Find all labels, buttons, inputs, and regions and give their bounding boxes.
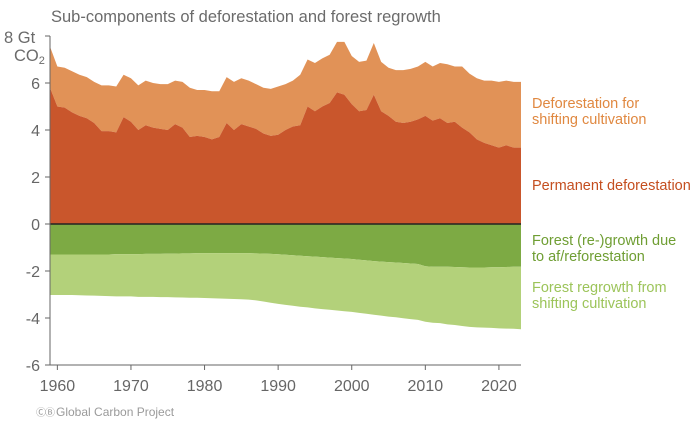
series-label-permanent-deforestation: Permanent deforestation <box>532 178 691 194</box>
series-label-afforestation-regrowth: Forest (re-)growth due to af/reforestatio… <box>532 233 676 265</box>
series-label-shifting-deforestation: Deforestation for shifting cultivation <box>532 96 646 128</box>
series-label-line: Deforestation for <box>532 96 640 112</box>
x-tick-label: 1980 <box>187 378 223 395</box>
y-unit-text: Gt <box>17 29 36 47</box>
series-label-shifting-regrowth: Forest regrowth from shifting cultivation <box>532 280 667 312</box>
y-tick-label: -2 <box>26 264 40 281</box>
cc-by-icon: ⒸⒷ <box>36 408 55 419</box>
series-label-line: Forest (re-)growth due <box>532 233 677 249</box>
co2-subscript: 2 <box>38 55 45 67</box>
y-axis-unit-label: 8 Gt <box>4 30 35 47</box>
x-tick-label: 1990 <box>260 378 296 395</box>
y-tick-label: 2 <box>31 170 40 187</box>
chart-title: Sub-components of deforestation and fore… <box>51 8 441 26</box>
area-forest-regrowth-shifting-cultivation <box>50 253 521 330</box>
x-tick-label: 1960 <box>40 378 76 395</box>
area-forest-regrowth-afforestation <box>50 224 521 268</box>
y-tick-label: 6 <box>31 76 40 93</box>
y-tick-label: -4 <box>26 311 40 328</box>
y-axis-co2-label: CO2 <box>14 48 45 67</box>
x-tick-label: 1970 <box>113 378 149 395</box>
y-tick-label: 0 <box>31 217 40 234</box>
series-label-line: shifting cultivation <box>532 112 647 128</box>
series-label-line: to af/reforestation <box>532 249 645 265</box>
y-top-tick-label: 8 <box>4 29 14 47</box>
co2-text: CO <box>14 47 39 65</box>
series-label-line: shifting cultivation <box>532 296 647 312</box>
y-tick-label: -6 <box>26 358 40 375</box>
area-permanent-deforestation <box>50 87 521 224</box>
credit-text: Global Carbon Project <box>56 405 175 419</box>
series-label-line: Forest regrowth from <box>532 280 667 296</box>
x-tick-label: 2010 <box>408 378 444 395</box>
area-deforestation-shifting-cultivation <box>50 41 521 148</box>
series-label-line: Permanent deforestation <box>532 178 691 194</box>
y-tick-label: 4 <box>31 123 40 140</box>
x-tick-label: 2000 <box>334 378 370 395</box>
credit: ⒸⒷ Global Carbon Project <box>36 404 174 419</box>
x-tick-label: 2020 <box>481 378 517 395</box>
